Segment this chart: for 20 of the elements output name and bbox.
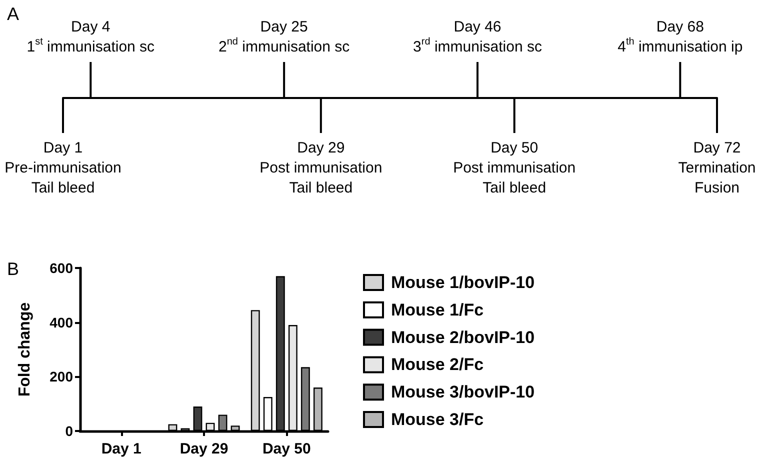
x-tick-label: Day 1 Pre-immunisation Tail bleed bbox=[4, 140, 122, 196]
x-tick-label: Day 1 bbox=[101, 440, 142, 457]
y-axis-title: Fold change bbox=[16, 302, 34, 397]
x-tick-label: Day 72 Termination Fusion bbox=[678, 140, 756, 196]
y-tick-label: 0 bbox=[65, 423, 74, 439]
legend-label: Mouse 3/Fc bbox=[391, 410, 484, 429]
legend-label: Mouse 2/bovIP-10 bbox=[391, 328, 535, 347]
legend-label: Mouse 2/Fc bbox=[391, 355, 484, 374]
legend-label: Mouse 1/Fc bbox=[391, 300, 484, 320]
x-tick-label: Day 50 Post immunisation Tail bleed bbox=[453, 140, 576, 196]
legend-label: Mouse 1/bovIP-10 bbox=[391, 273, 535, 292]
chart-title: B bbox=[7, 259, 20, 279]
x-tick-label: Day 29 Post immunisation Tail bleed bbox=[260, 140, 382, 196]
y-tick-label: 400 bbox=[50, 314, 74, 330]
y-tick-label: 600 bbox=[50, 260, 74, 276]
y-tick-label: 200 bbox=[50, 368, 74, 385]
legend-label: Mouse 3/bovIP-10 bbox=[391, 382, 535, 402]
chart-title: A bbox=[7, 4, 20, 24]
x-tick-label: Day 29 bbox=[180, 440, 228, 457]
x-tick-label: Day 50 bbox=[262, 440, 311, 457]
